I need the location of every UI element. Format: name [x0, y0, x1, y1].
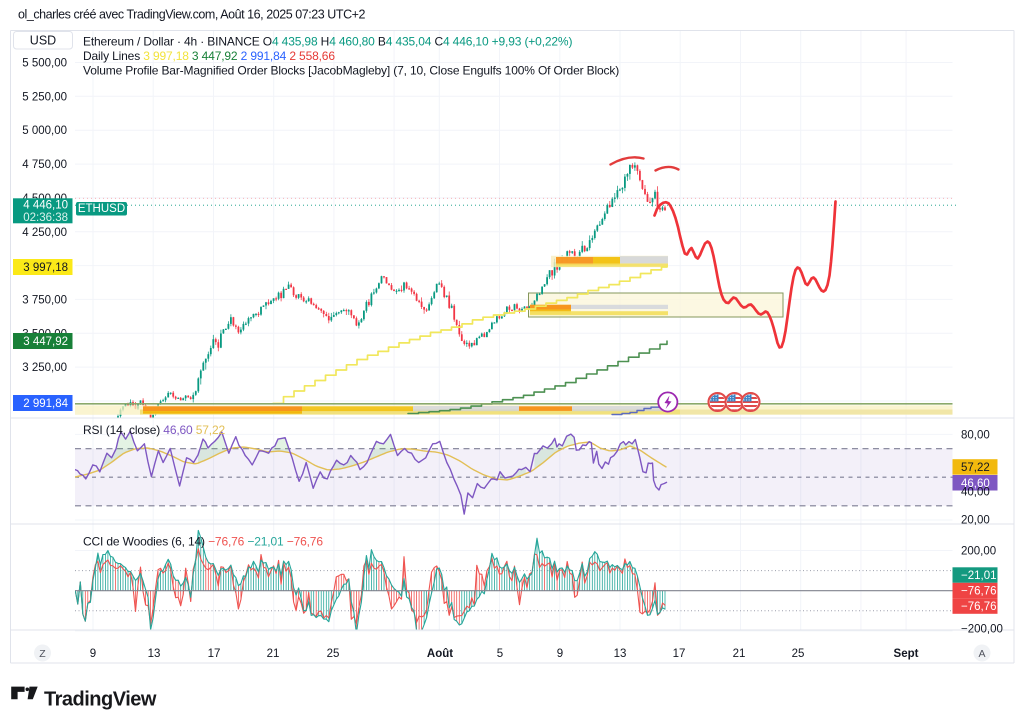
svg-text:2 991,84: 2 991,84 — [23, 398, 68, 410]
svg-text:40,00: 40,00 — [961, 487, 990, 499]
svg-text:ol_charles créé avec TradingVi: ol_charles créé avec TradingView.com, Ao… — [18, 8, 365, 22]
svg-text:13: 13 — [614, 648, 627, 660]
svg-text:46,60: 46,60 — [961, 478, 990, 490]
svg-text:9: 9 — [90, 648, 96, 660]
svg-text:5 000,00: 5 000,00 — [22, 125, 67, 137]
svg-text:5: 5 — [497, 648, 503, 660]
svg-text:USD: USD — [30, 34, 56, 48]
svg-text:21: 21 — [267, 648, 280, 660]
svg-text:21: 21 — [733, 648, 746, 660]
svg-text:CCI de Woodies (6, 14) −76,76: CCI de Woodies (6, 14) −76,76 −21,01 −76… — [83, 535, 323, 549]
svg-text:200,00: 200,00 — [961, 546, 996, 558]
svg-text:25: 25 — [792, 648, 805, 660]
svg-text:5 500,00: 5 500,00 — [22, 58, 67, 70]
svg-text:3 447,92: 3 447,92 — [23, 336, 68, 348]
svg-text:Z: Z — [39, 648, 46, 660]
svg-text:Ethereum / Dollar · 4h · BINAN: Ethereum / Dollar · 4h · BINANCE O4 435,… — [83, 35, 572, 49]
svg-text:4 750,00: 4 750,00 — [22, 159, 67, 171]
svg-text:Août: Août — [427, 648, 453, 660]
svg-text:TradingView: TradingView — [44, 689, 157, 711]
svg-text:ETHUSD: ETHUSD — [78, 203, 125, 215]
svg-text:9: 9 — [557, 648, 563, 660]
svg-text:Daily Lines 3 997,18 3 447,9: Daily Lines 3 997,18 3 447,92 2 991,84 2… — [83, 49, 335, 63]
svg-text:−21,01: −21,01 — [961, 570, 997, 582]
svg-text:3 750,00: 3 750,00 — [22, 294, 67, 306]
svg-text:3 997,18: 3 997,18 — [23, 262, 68, 274]
svg-text:4 250,00: 4 250,00 — [22, 227, 67, 239]
svg-text:4 446,10: 4 446,10 — [23, 200, 68, 212]
svg-text:25: 25 — [327, 648, 340, 660]
svg-text:−76,76: −76,76 — [961, 586, 997, 598]
svg-text:20,00: 20,00 — [961, 515, 990, 527]
svg-text:17: 17 — [208, 648, 221, 660]
svg-text:A: A — [978, 648, 985, 660]
svg-text:57,22: 57,22 — [961, 462, 990, 474]
svg-text:80,00: 80,00 — [961, 429, 990, 441]
svg-text:−200,00: −200,00 — [961, 624, 1003, 636]
svg-text:RSI (14, close) 46,60 57,22: RSI (14, close) 46,60 57,22 — [83, 423, 226, 437]
svg-text:17: 17 — [673, 648, 686, 660]
svg-text:5 250,00: 5 250,00 — [22, 91, 67, 103]
svg-text:02:36:38: 02:36:38 — [23, 212, 68, 224]
svg-text:13: 13 — [148, 648, 161, 660]
svg-text:Sept: Sept — [894, 648, 919, 660]
svg-text:3 250,00: 3 250,00 — [22, 362, 67, 374]
svg-text:−76,76: −76,76 — [961, 601, 997, 613]
svg-text:Volume Profile Bar-Magnified O: Volume Profile Bar-Magnified Order Block… — [83, 64, 619, 78]
